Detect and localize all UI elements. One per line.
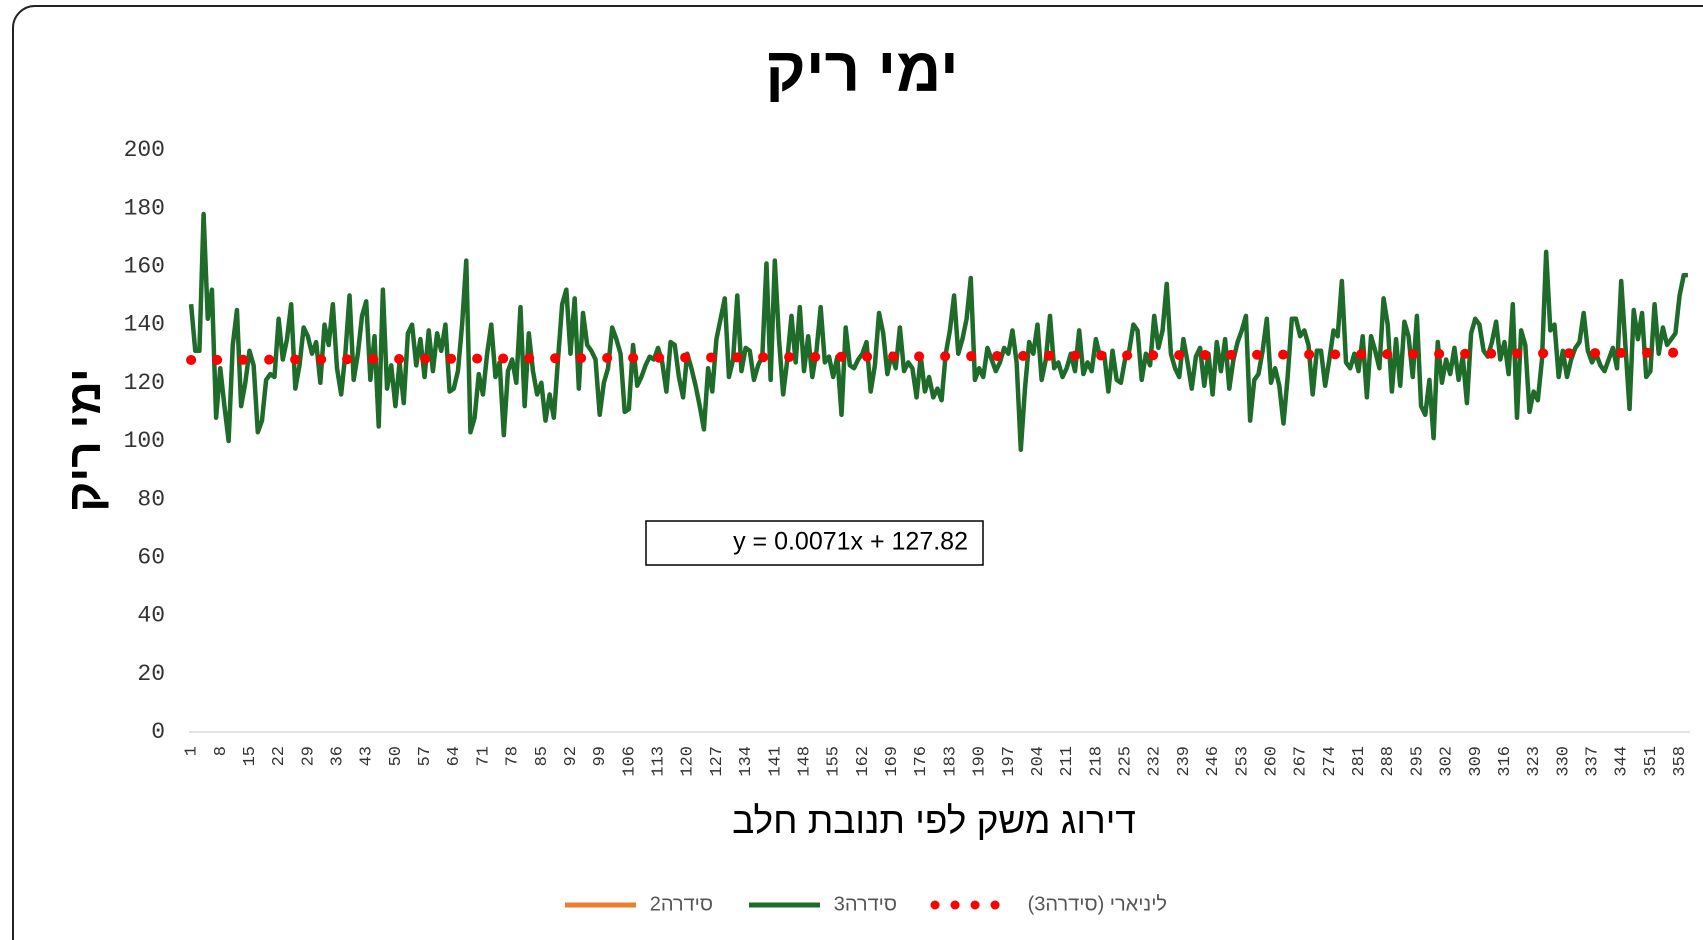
x-tick-label: 71 bbox=[474, 746, 493, 766]
x-tick-label: 260 bbox=[1262, 746, 1281, 777]
x-tick-label: 246 bbox=[1204, 746, 1223, 777]
y-tick-label: 40 bbox=[137, 603, 165, 629]
x-tick-label: 288 bbox=[1379, 746, 1398, 777]
trendline-label-box bbox=[645, 520, 984, 566]
x-tick-label: 43 bbox=[358, 746, 377, 766]
x-tick-label: 316 bbox=[1496, 746, 1515, 777]
x-tick-label: 218 bbox=[1087, 746, 1106, 777]
x-tick-label: 337 bbox=[1584, 746, 1603, 777]
x-tick-label: 57 bbox=[416, 746, 435, 766]
x-tick-label: 267 bbox=[1292, 746, 1311, 777]
x-tick-label: 176 bbox=[912, 746, 931, 777]
x-tick-label: 8 bbox=[212, 746, 231, 756]
x-tick-label: 15 bbox=[241, 746, 260, 766]
x-tick-label: 92 bbox=[562, 746, 581, 766]
y-tick-label: 180 bbox=[124, 195, 165, 221]
y-tick-label: 60 bbox=[137, 544, 165, 570]
y-tick-label: 80 bbox=[137, 486, 165, 512]
x-tick-label: 197 bbox=[1000, 746, 1019, 777]
y-axis-title: ימי ריק bbox=[58, 368, 110, 511]
x-tick-label: 309 bbox=[1467, 746, 1486, 777]
x-tick-label: 29 bbox=[299, 746, 318, 766]
x-tick-label: 351 bbox=[1642, 746, 1661, 777]
y-tick-label: 160 bbox=[124, 253, 165, 279]
x-tick-label: 22 bbox=[270, 746, 289, 766]
x-tick-label: 120 bbox=[679, 746, 698, 777]
x-tick-label: 225 bbox=[1117, 746, 1136, 777]
x-tick-label: 253 bbox=[1233, 746, 1252, 777]
x-axis-title: דירוג משק לפי תנובת חלב bbox=[732, 800, 1136, 841]
x-tick-label: 85 bbox=[533, 746, 552, 766]
x-tick-label: 36 bbox=[328, 746, 347, 766]
x-tick-label: 1 bbox=[183, 746, 202, 756]
x-tick-label: 148 bbox=[795, 746, 814, 777]
y-tick-label: 200 bbox=[124, 137, 165, 163]
x-tick-label: 169 bbox=[883, 746, 902, 777]
x-tick-label: 106 bbox=[620, 746, 639, 777]
x-tick-label: 183 bbox=[941, 746, 960, 777]
x-tick-label: 134 bbox=[737, 746, 756, 777]
x-tick-label: 302 bbox=[1438, 746, 1457, 777]
series-line bbox=[188, 211, 1688, 452]
x-tick-label: 358 bbox=[1671, 746, 1690, 777]
x-tick-label: 204 bbox=[1029, 746, 1048, 777]
x-tick-label: 239 bbox=[1175, 746, 1194, 777]
trendline-label: y = 0.0071x + 127.82 bbox=[733, 528, 968, 556]
x-tick-label: 113 bbox=[650, 746, 669, 777]
y-tick-label: 20 bbox=[137, 661, 165, 687]
x-tick-label: 281 bbox=[1350, 746, 1369, 777]
x-tick-label: 50 bbox=[387, 746, 406, 766]
x-tick-label: 211 bbox=[1058, 746, 1077, 777]
x-tick-label: 330 bbox=[1554, 746, 1573, 777]
x-tick-label: 232 bbox=[1146, 746, 1165, 777]
x-tick-label: 64 bbox=[445, 746, 464, 766]
legend-label: סידרה2 bbox=[650, 893, 713, 915]
y-tick-label: 0 bbox=[151, 719, 165, 745]
x-tick-label: 162 bbox=[854, 746, 873, 777]
x-tick-label: 78 bbox=[504, 746, 523, 766]
x-tick-label: 295 bbox=[1408, 746, 1427, 777]
x-tick-label: 141 bbox=[766, 746, 785, 777]
chart-title: ימי ריק bbox=[765, 35, 958, 104]
x-tick-label: 323 bbox=[1525, 746, 1544, 777]
y-tick-label: 100 bbox=[124, 428, 165, 454]
x-tick-label: 127 bbox=[708, 746, 727, 777]
x-tick-label: 274 bbox=[1321, 746, 1340, 777]
trendline bbox=[186, 347, 1693, 366]
chart-frame bbox=[12, 5, 1703, 940]
legend-label: ליניארי (סידרה3) bbox=[1028, 893, 1167, 915]
x-tick-label: 190 bbox=[971, 746, 990, 777]
y-tick-label: 140 bbox=[124, 312, 165, 338]
x-tick-label: 344 bbox=[1613, 746, 1632, 777]
x-tick-label: 155 bbox=[825, 746, 844, 777]
x-tick-label: 99 bbox=[591, 746, 610, 766]
legend-label: סידרה3 bbox=[834, 893, 897, 915]
y-tick-label: 120 bbox=[124, 370, 165, 396]
